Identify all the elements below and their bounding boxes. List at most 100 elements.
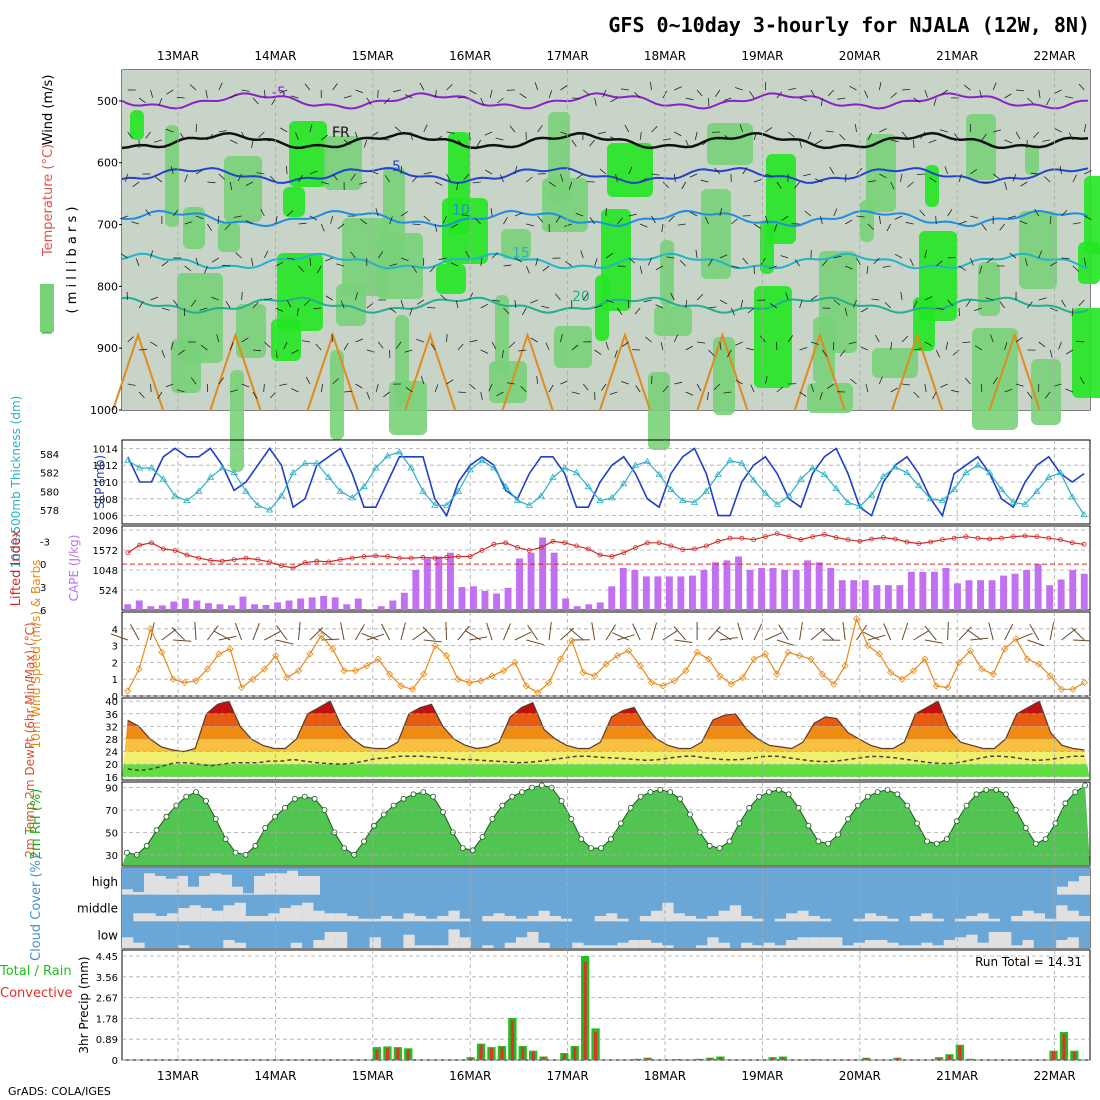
wind-barb xyxy=(457,96,466,99)
wind-barb xyxy=(979,265,983,274)
wind-barb xyxy=(924,89,928,98)
thickness-point xyxy=(501,482,510,490)
wind-barb xyxy=(916,173,925,175)
rh-patch xyxy=(436,264,466,294)
warm-spike xyxy=(306,331,359,411)
rh2m-point xyxy=(459,845,466,851)
lifted-index-point xyxy=(845,537,851,543)
cloud-high-bar xyxy=(1068,881,1079,895)
cloud-low-bar xyxy=(842,945,854,948)
cape-bar xyxy=(170,601,178,610)
thickness-point xyxy=(242,487,250,494)
rh-patch xyxy=(554,326,592,368)
wind-barb xyxy=(256,172,265,175)
precip-convective-bar xyxy=(771,1057,775,1060)
wind-barb xyxy=(905,221,914,225)
cloud-low-bar xyxy=(819,937,832,948)
cloud-middle-bar xyxy=(639,916,652,922)
cloud-middle-bar xyxy=(651,910,663,922)
lifted-index-point xyxy=(373,553,379,559)
wind-barb-10m xyxy=(129,624,140,641)
wind-barb xyxy=(343,342,349,351)
wind-barb xyxy=(929,177,937,183)
wind-barb xyxy=(1061,209,1068,217)
cloud-low-bar xyxy=(909,945,922,948)
cloud-high-bar xyxy=(298,876,309,895)
wind-barb xyxy=(697,341,706,344)
lifted-index-point xyxy=(278,563,284,569)
wind-barb xyxy=(856,257,861,266)
rh-patch xyxy=(236,304,266,358)
wind-barb xyxy=(489,89,493,98)
lifted-index-point xyxy=(715,538,721,544)
wind-barb xyxy=(651,173,660,176)
lifted-index-point xyxy=(703,543,709,549)
wind-speed-point xyxy=(215,650,223,658)
cape-bar xyxy=(297,598,305,610)
cloud-low-bar xyxy=(774,945,787,948)
cloud-low-bar xyxy=(651,942,663,948)
rh2m-point xyxy=(1042,836,1049,842)
rh2m-point xyxy=(687,811,693,818)
cloud-middle-bar xyxy=(606,913,618,922)
cloud-low-bar xyxy=(133,942,145,948)
wind-barb xyxy=(1012,173,1017,182)
wind-barb xyxy=(384,175,390,183)
wind-speed-point xyxy=(556,655,565,663)
wind-barb-10m xyxy=(966,629,983,641)
rh2m-point xyxy=(390,802,397,809)
wind-barb xyxy=(894,215,903,220)
rh-patch xyxy=(713,337,735,415)
wind-barb xyxy=(1049,307,1058,312)
wind-barb xyxy=(575,213,584,217)
wind-barb xyxy=(900,292,903,301)
wind-barb xyxy=(990,334,994,343)
wind-speed-point xyxy=(158,648,166,656)
wind-barb xyxy=(617,307,623,315)
lifted-cape-frame xyxy=(121,525,1091,611)
precip-convective-bar xyxy=(895,1058,899,1060)
wind-barb xyxy=(662,181,669,188)
cape-bar xyxy=(965,580,973,610)
wind-speed-point xyxy=(1069,685,1077,693)
cloud-low-bar xyxy=(414,945,426,948)
wind-barb xyxy=(890,139,899,143)
thickness-point xyxy=(915,481,923,489)
wind-barb xyxy=(332,378,339,385)
cape-bar xyxy=(815,562,823,610)
lifted-index-point xyxy=(621,550,627,556)
rh2m-tick: 70 xyxy=(105,806,118,817)
wind-barb xyxy=(700,179,709,183)
wind-barb xyxy=(865,384,869,393)
wind-barb xyxy=(184,221,193,225)
wind-barb xyxy=(132,181,140,188)
wind-speed-point xyxy=(1080,678,1088,687)
wind-barb xyxy=(689,173,698,178)
wind-barb xyxy=(1084,170,1092,175)
wind-barb xyxy=(295,132,299,141)
wind-barb-10m xyxy=(662,629,679,641)
wind-barb xyxy=(506,382,515,385)
wind-barb-10m xyxy=(400,622,406,641)
wind-barb xyxy=(455,300,459,309)
wind-barb xyxy=(634,92,641,99)
precip-panel: 0 0.89 1.78 2.67 3.56 4.45 Run Total = 14.31 To… xyxy=(0,949,1091,1067)
wind-barb xyxy=(560,380,568,385)
bottom-date-label: 14MAR xyxy=(254,1069,296,1083)
wind-barb xyxy=(850,378,857,385)
precip-convective-bar xyxy=(677,1059,681,1060)
cape-bar xyxy=(689,575,696,610)
wind-barb xyxy=(230,94,238,99)
cloud-middle-bar xyxy=(966,916,978,922)
wind-barb xyxy=(970,257,974,266)
wind-barb xyxy=(495,137,504,141)
wind-barb xyxy=(742,257,749,265)
wind-barb xyxy=(742,167,748,175)
wind-barb xyxy=(480,97,485,106)
thickness-point xyxy=(808,464,817,471)
rh2m-tick: 30 xyxy=(105,851,118,862)
wind-speed-point xyxy=(647,678,656,687)
cloud-low-bar xyxy=(752,945,764,948)
thickness-point xyxy=(702,487,711,494)
wind-barb xyxy=(474,217,482,225)
